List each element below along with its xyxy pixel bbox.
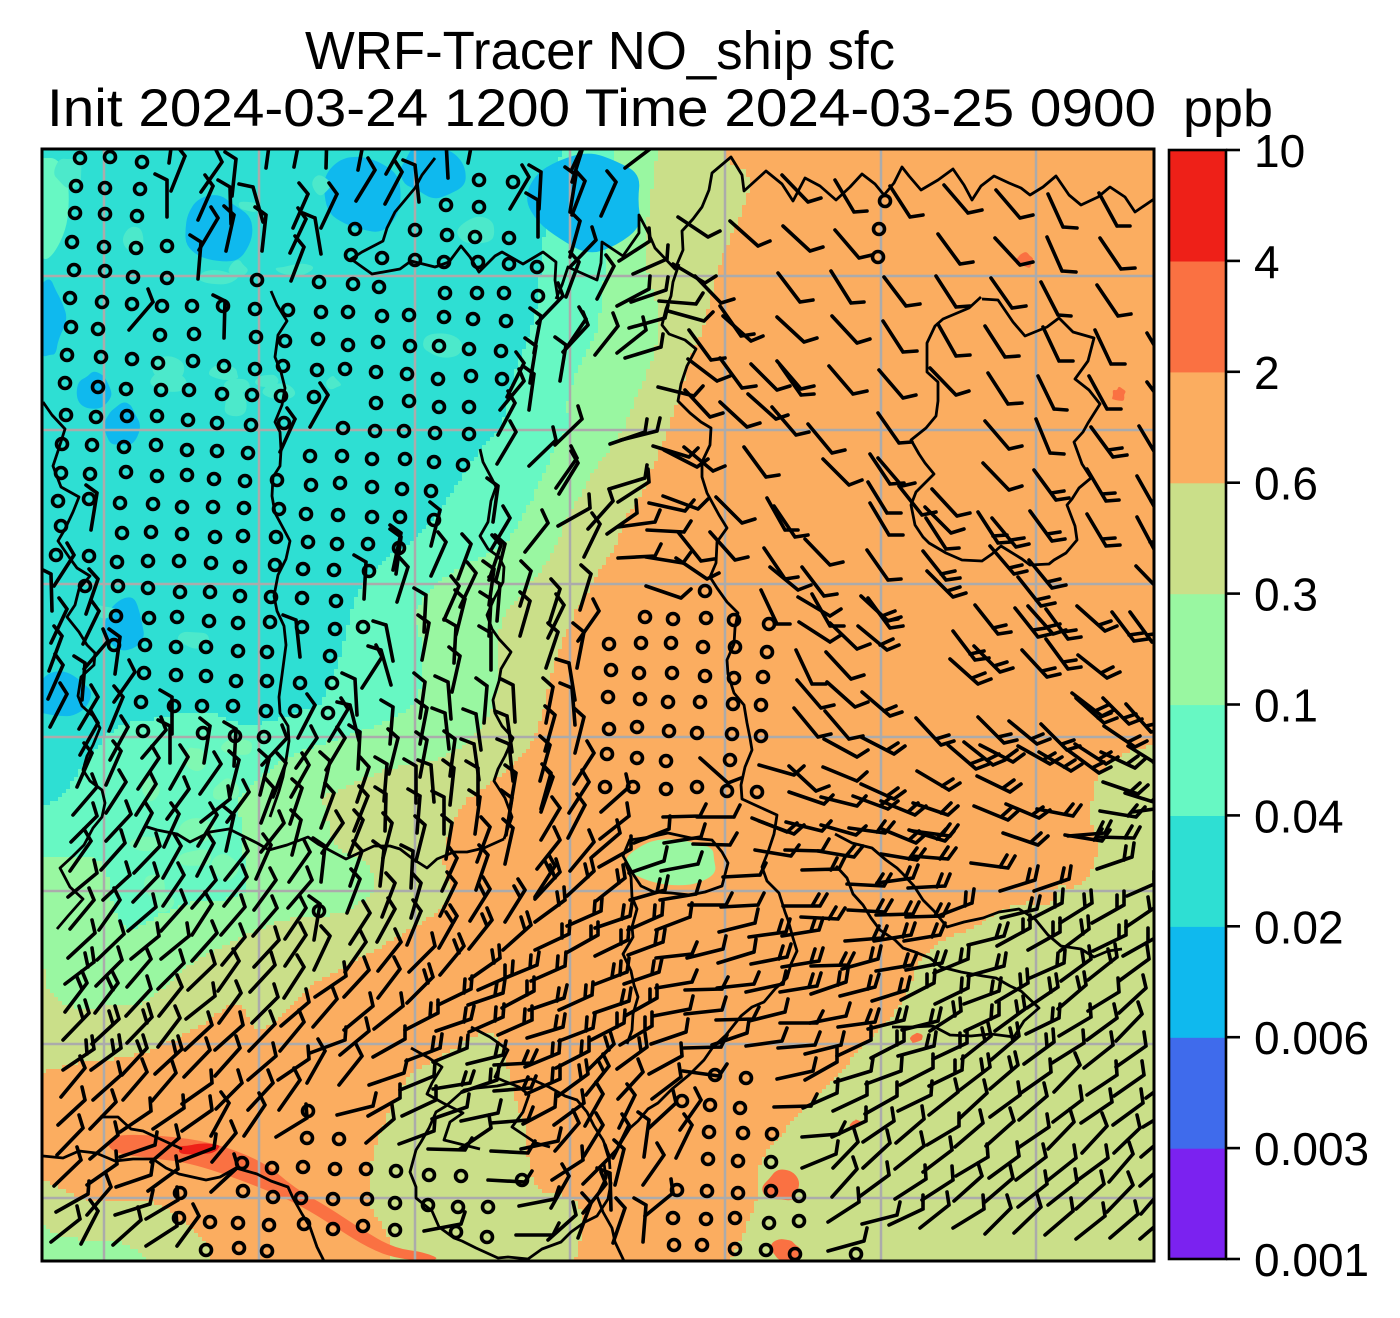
svg-text:0.003: 0.003 xyxy=(1254,1123,1369,1175)
svg-text:0.1: 0.1 xyxy=(1254,680,1318,732)
svg-text:10: 10 xyxy=(1254,125,1305,177)
svg-text:0.3: 0.3 xyxy=(1254,569,1318,621)
svg-text:0.02: 0.02 xyxy=(1254,901,1344,953)
svg-text:2: 2 xyxy=(1254,347,1280,399)
svg-text:Init 2024-03-24 1200 Time 2024: Init 2024-03-24 1200 Time 2024-03-25 090… xyxy=(47,79,1156,138)
svg-text:0.6: 0.6 xyxy=(1254,458,1318,510)
svg-text:4: 4 xyxy=(1254,236,1280,288)
svg-text:0.006: 0.006 xyxy=(1254,1012,1369,1064)
svg-text:0.04: 0.04 xyxy=(1254,790,1344,842)
svg-text:ppb: ppb xyxy=(1183,80,1273,138)
svg-text:0.001: 0.001 xyxy=(1254,1234,1369,1286)
svg-text:WRF-Tracer NO_ship sfc: WRF-Tracer NO_ship sfc xyxy=(305,21,895,81)
